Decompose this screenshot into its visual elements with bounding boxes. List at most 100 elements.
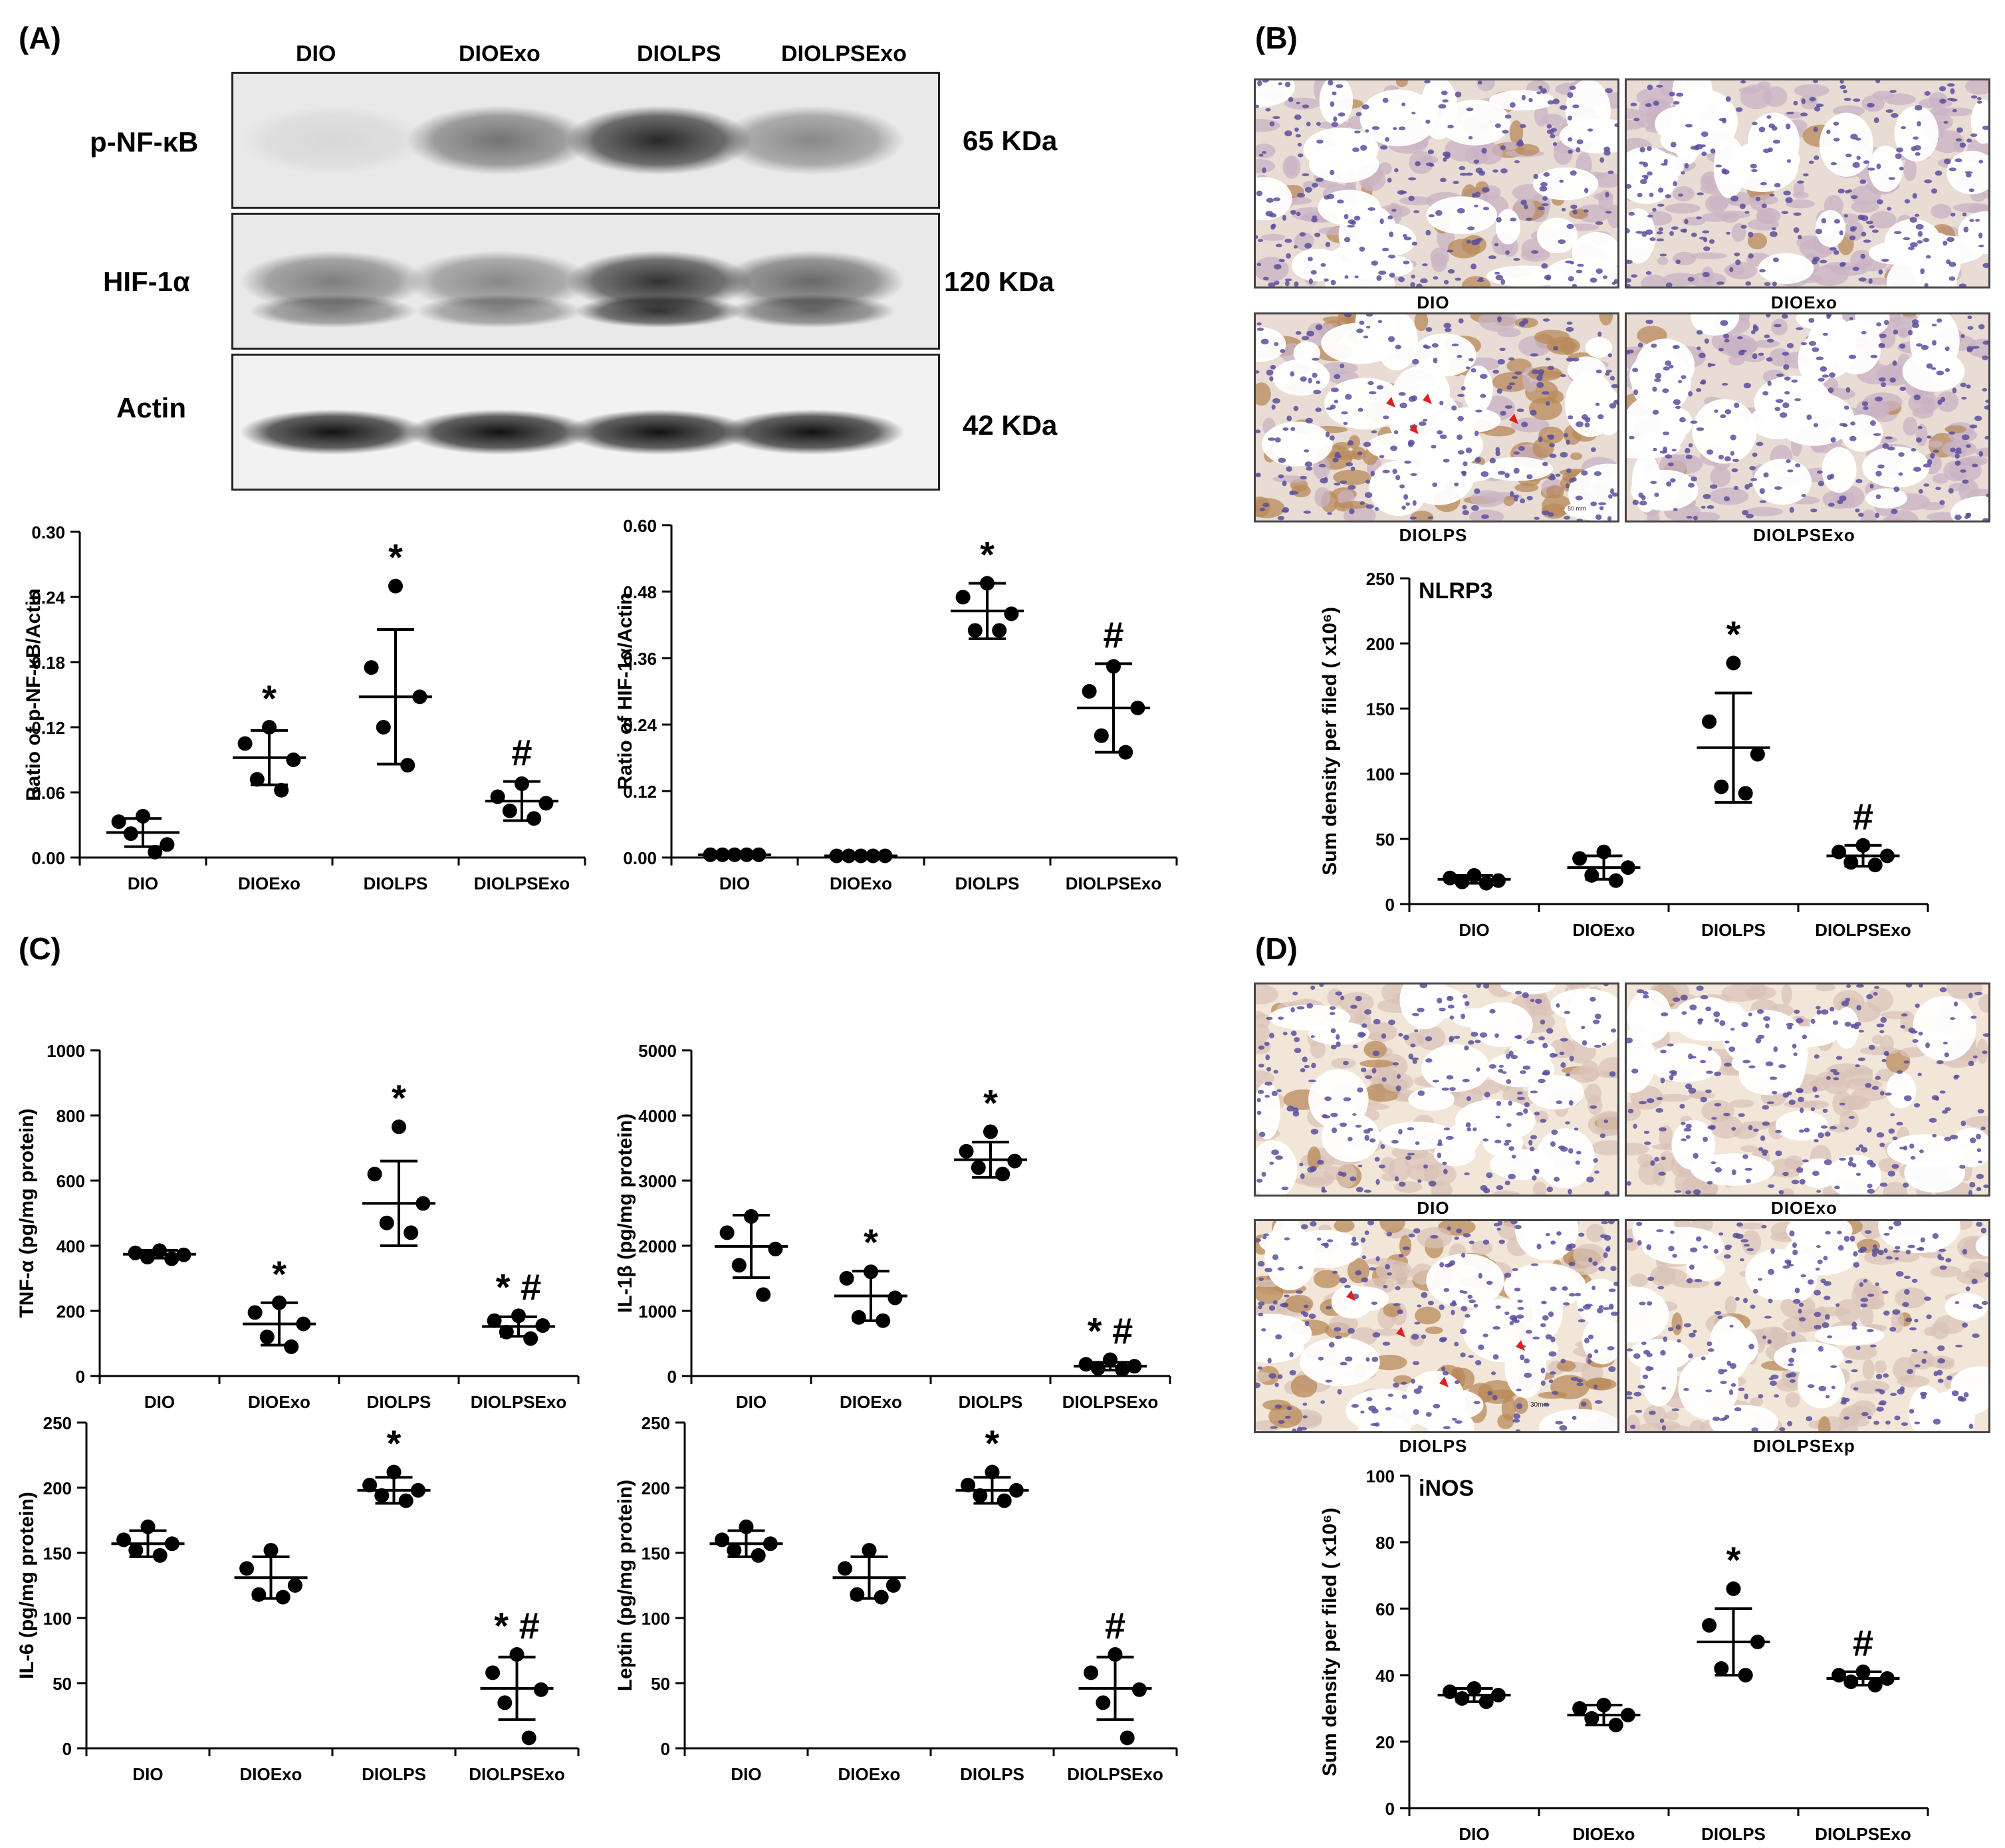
y-tick-label: 0.06: [31, 783, 65, 803]
y-tick-label: 250: [1366, 569, 1395, 589]
panel-label-b: (B): [1255, 21, 1298, 55]
y-tick-label: 0: [76, 1367, 85, 1387]
data-point: [388, 578, 403, 594]
data-point: [485, 1665, 501, 1680]
x-tick-label: DIOLPS: [1701, 920, 1766, 940]
data-point: [1455, 1691, 1470, 1706]
x-tick-label: DIO: [1459, 920, 1489, 940]
blot-lane-label: DIO: [296, 41, 336, 66]
blot-kda-label: 65 KDa: [963, 125, 1058, 156]
x-tick-label: DIOExo: [1573, 1824, 1635, 1844]
data-point: [973, 1488, 988, 1503]
data-point: [1572, 1701, 1588, 1716]
data-point: [259, 1329, 275, 1345]
data-point: [862, 1543, 877, 1558]
y-tick-label: 250: [642, 1413, 670, 1433]
y-tick-label: 0.00: [623, 848, 657, 868]
data-point: [497, 1695, 513, 1710]
histology-image-b-dioexo: [1625, 78, 1990, 289]
y-tick-label: 100: [1366, 1466, 1395, 1486]
blot-strip-hif1a: [231, 213, 940, 350]
data-point: [274, 782, 289, 798]
data-point: [404, 1225, 419, 1240]
significance-mark: *: [983, 1082, 998, 1124]
blot-band: [566, 409, 752, 455]
y-tick-label: 100: [1366, 764, 1395, 784]
histology-image-b-diolps: [1254, 312, 1619, 522]
panel-label-a: (A): [19, 21, 61, 55]
data-point: [1078, 1357, 1094, 1372]
y-axis-label: Ratio of p-NF-κB/Actin: [23, 588, 45, 801]
data-point: [538, 796, 554, 811]
red-arrow-icon: [1439, 1377, 1449, 1387]
data-point: [136, 808, 150, 824]
y-axis-label: Leptin (pg/mg protein): [614, 1480, 636, 1691]
y-tick-label: 80: [1375, 1533, 1395, 1553]
y-tick-label: 3000: [638, 1171, 677, 1191]
data-point: [983, 1124, 998, 1139]
chart-il1b: 0 1000 2000 3000 4000 5000 DIO DIOExo DIOLPS DIOL…: [598, 1037, 1197, 1412]
data-point: [379, 1215, 394, 1230]
data-point: [398, 1493, 413, 1508]
histology-caption: DIOLPSExp: [1753, 1436, 1855, 1456]
y-tick-label: 0.60: [623, 516, 657, 536]
blot-band: [719, 409, 905, 455]
y-tick-label: 100: [43, 1609, 72, 1629]
data-point: [1702, 714, 1717, 729]
blot-band: [406, 106, 592, 175]
y-tick-label: 0: [62, 1739, 72, 1759]
y-tick-label: 800: [57, 1106, 85, 1126]
blot-band: [719, 251, 905, 312]
red-arrow-icon: [1423, 394, 1432, 404]
y-tick-label: 50: [1375, 830, 1395, 850]
y-tick-label: 200: [57, 1302, 85, 1322]
data-point: [756, 1287, 771, 1302]
blot-band: [575, 294, 743, 328]
blot-strip-p-nfkb: [231, 72, 940, 209]
histology-caption: DIO: [1417, 1198, 1450, 1218]
chart-hif: 0.00 0.12 0.24 0.36 0.48 0.60 DIO DIOExo DIOLPS D…: [598, 512, 1197, 893]
y-tick-label: 60: [1375, 1599, 1395, 1619]
y-tick-label: 5000: [638, 1041, 677, 1061]
histology-caption: DIOExo: [1771, 1198, 1837, 1218]
data-point: [386, 1464, 402, 1480]
blot-lane-label: DIOLPS: [637, 41, 721, 66]
data-point: [1714, 1661, 1729, 1676]
significance-mark: *: [864, 1221, 878, 1263]
significance-mark: *: [1726, 1539, 1741, 1581]
data-point: [997, 1493, 1012, 1508]
y-axis-label: Sum density per filed ( x10⁶): [1319, 607, 1341, 875]
data-point: [887, 1290, 903, 1306]
blot-band: [249, 294, 417, 328]
y-tick-label: 100: [642, 1609, 670, 1629]
data-point: [128, 1543, 144, 1558]
data-point: [1572, 851, 1588, 866]
data-point: [731, 1258, 747, 1273]
y-tick-label: 1000: [47, 1041, 85, 1061]
panel-label-d: (D): [1255, 931, 1298, 966]
x-tick-label: DIOExo: [240, 1764, 302, 1784]
data-point: [851, 1310, 866, 1325]
blot-band: [240, 409, 426, 455]
data-point: [487, 1313, 502, 1328]
x-tick-label: DIO: [719, 873, 750, 893]
data-point: [1750, 747, 1765, 762]
data-point: [1584, 1711, 1599, 1726]
chart-tnf: 0 200 400 600 800 1000 DIO DIOExo DIOLPS DIOLPSEx…: [0, 1037, 598, 1412]
data-point: [1096, 1695, 1111, 1710]
x-tick-label: DIOExo: [1573, 920, 1635, 940]
blot-band: [240, 106, 426, 175]
blot-strip-actin: [231, 354, 940, 491]
y-tick-label: 0: [661, 1739, 670, 1759]
x-tick-label: DIO: [128, 873, 158, 893]
data-point: [1738, 786, 1753, 801]
significance-mark: *: [980, 534, 995, 576]
histology-caption: DIOLPS: [1399, 1436, 1468, 1456]
x-tick-label: DIOLPS: [367, 1392, 431, 1412]
histology-caption: DIOLPSExo: [1753, 525, 1855, 545]
significance-mark: * #: [494, 1605, 540, 1647]
data-point: [237, 736, 253, 751]
data-point: [1094, 728, 1109, 743]
y-tick-label: 0.12: [31, 718, 65, 738]
y-tick-label: 0.12: [623, 782, 657, 802]
